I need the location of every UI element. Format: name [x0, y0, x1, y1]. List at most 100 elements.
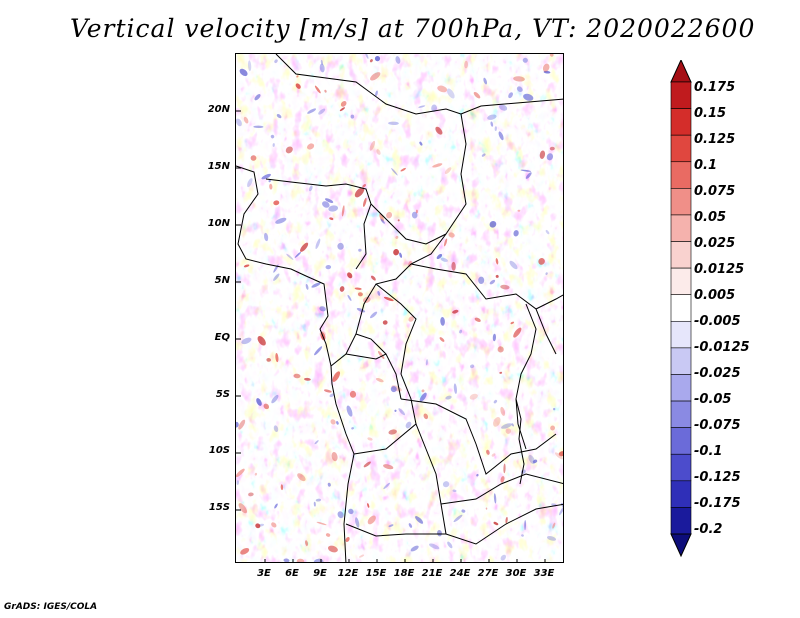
colorbar-label-4: 0.075: [694, 184, 736, 199]
updraft-cell: [354, 287, 362, 290]
lon-label-15e: 15E: [365, 568, 387, 579]
updraft-cell: [513, 327, 522, 338]
updraft-cell: [408, 316, 414, 322]
updraft-cell: [280, 484, 284, 491]
updraft-cell: [393, 249, 400, 256]
downdraft-cell: [428, 543, 440, 550]
downdraft-cell: [325, 264, 332, 270]
downdraft-cell: [447, 541, 453, 549]
downdraft-cell: [383, 482, 391, 490]
map-title: Vertical velocity [m/s] at 700hPa, VT: 2…: [70, 14, 756, 43]
downdraft-cell: [453, 514, 463, 523]
updraft-cell: [499, 371, 503, 374]
updraft-cell: [362, 184, 366, 188]
updraft-cell: [444, 167, 452, 174]
downdraft-cell: [236, 480, 239, 485]
updraft-cell: [497, 346, 504, 353]
downdraft-cell: [545, 229, 550, 235]
updraft-cell: [300, 242, 309, 252]
updraft-cell: [558, 451, 563, 457]
updraft-cell: [370, 72, 381, 81]
colorbar-swatch: [670, 453, 692, 482]
downdraft-cell: [314, 440, 319, 445]
colorbar-swatch: [670, 134, 692, 163]
downdraft-cell: [375, 90, 378, 97]
colorbar-label-10: -0.0125: [694, 340, 750, 355]
downdraft-cell: [365, 54, 369, 59]
downdraft-cell: [388, 121, 399, 126]
updraft-cell: [451, 261, 456, 271]
downdraft-cell: [478, 276, 485, 284]
colorbar-label-9: -0.005: [694, 314, 741, 329]
updraft-cell: [510, 321, 515, 325]
updraft-cell: [296, 558, 305, 562]
updraft-cell: [325, 533, 331, 537]
downdraft-cell: [493, 493, 497, 504]
lat-label-15s: 15S: [208, 502, 230, 513]
colorbar-label-11: -0.025: [694, 366, 741, 381]
colorbar-swatch: [670, 161, 692, 189]
updraft-cell: [486, 449, 490, 455]
downdraft-cell: [440, 257, 448, 262]
downdraft-cell: [388, 524, 394, 528]
colorbar-label-8: 0.005: [694, 288, 736, 303]
border-12: [440, 473, 563, 505]
colorbar-swatch: [670, 400, 692, 428]
downdraft-cell: [256, 398, 262, 406]
colorbar-swatch: [670, 241, 692, 269]
downdraft-cell: [492, 333, 497, 342]
downdraft-cell: [520, 169, 532, 172]
updraft-cell: [421, 389, 425, 393]
downdraft-cell: [268, 179, 271, 183]
updraft-cell: [331, 451, 338, 462]
colorbar-swatch: [670, 188, 692, 216]
updraft-cell: [395, 235, 399, 239]
downdraft-cell: [272, 143, 275, 147]
updraft-cell: [550, 425, 556, 431]
updraft-cell: [327, 545, 338, 553]
downdraft-cell: [377, 290, 381, 296]
downdraft-cell: [508, 92, 513, 99]
colorbar-swatch: [670, 507, 692, 535]
updraft-cell: [243, 116, 249, 124]
downdraft-cell: [532, 459, 538, 464]
updraft-cell: [552, 522, 556, 529]
updraft-cell: [332, 371, 341, 382]
downdraft-cell: [431, 104, 438, 112]
downdraft-cell: [543, 70, 551, 74]
downdraft-cell: [411, 211, 418, 219]
updraft-cell: [500, 284, 510, 290]
downdraft-cell: [453, 383, 457, 394]
downdraft-cell: [283, 558, 290, 562]
downdraft-cell: [274, 59, 278, 64]
colorbar: [670, 60, 692, 558]
updraft-cell: [397, 219, 400, 222]
updraft-cell: [383, 296, 394, 302]
updraft-cell: [236, 468, 245, 478]
downdraft-cell: [355, 517, 360, 528]
downdraft-cell: [481, 153, 486, 157]
updraft-cell: [347, 272, 353, 279]
colorbar-label-2: 0.125: [694, 132, 736, 147]
downdraft-cell: [247, 178, 253, 188]
downdraft-cell: [264, 232, 269, 242]
downdraft-cell: [395, 56, 401, 64]
downdraft-cell: [440, 317, 445, 326]
downdraft-cell: [337, 242, 344, 250]
downdraft-cell: [329, 393, 335, 398]
border-11: [345, 503, 563, 545]
updraft-cell: [339, 286, 345, 292]
updraft-cell: [369, 59, 373, 63]
coastline-west: [236, 165, 355, 562]
colorbar-arrow-bottom: [670, 533, 692, 558]
downdraft-cell: [273, 425, 279, 433]
updraft-cell: [359, 554, 365, 558]
downdraft-cell: [350, 114, 355, 119]
lat-label-10s: 10S: [208, 445, 230, 456]
updraft-cell: [367, 503, 370, 508]
downdraft-cell: [446, 88, 455, 99]
updraft-cell: [363, 461, 371, 468]
downdraft-cell: [294, 251, 302, 258]
downdraft-cell: [494, 126, 497, 131]
updraft-cell: [293, 373, 301, 379]
